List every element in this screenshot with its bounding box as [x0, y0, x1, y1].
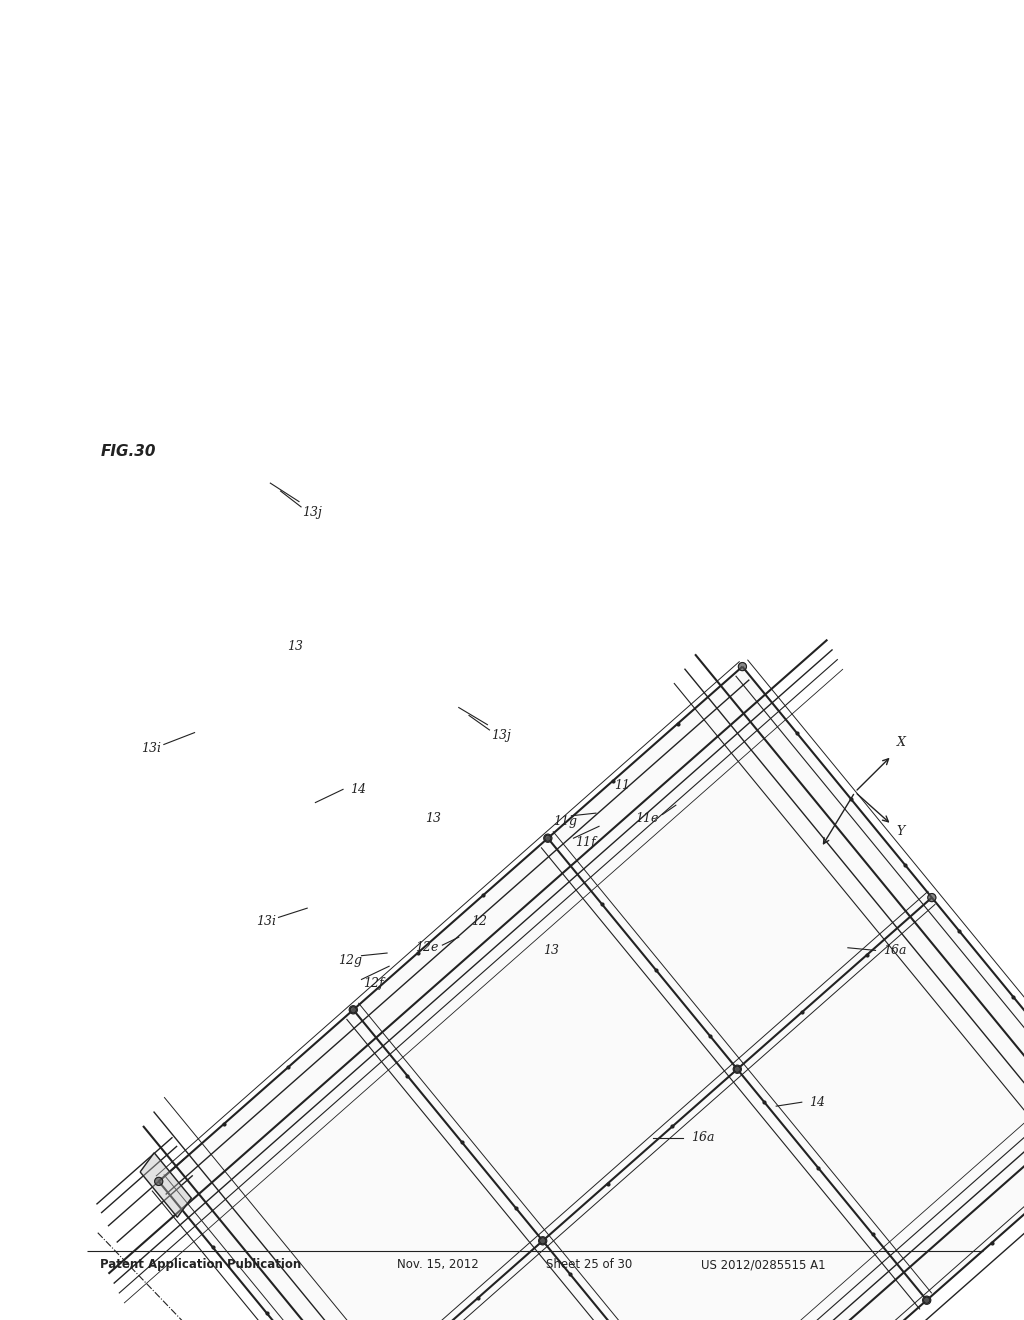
- Polygon shape: [548, 667, 932, 1069]
- Circle shape: [734, 1067, 740, 1072]
- Circle shape: [350, 1007, 356, 1012]
- Text: 13j: 13j: [492, 729, 511, 742]
- Text: 12e: 12e: [415, 941, 438, 954]
- Circle shape: [540, 1238, 546, 1243]
- Text: 16a: 16a: [883, 944, 906, 957]
- Text: 11: 11: [614, 779, 631, 792]
- Text: Nov. 15, 2012: Nov. 15, 2012: [397, 1258, 479, 1271]
- Circle shape: [544, 834, 552, 842]
- Text: 13: 13: [287, 640, 303, 653]
- Text: 11g: 11g: [553, 814, 577, 828]
- Polygon shape: [140, 1152, 191, 1217]
- Text: 13: 13: [543, 944, 559, 957]
- Text: Patent Application Publication: Patent Application Publication: [100, 1258, 302, 1271]
- Text: 14: 14: [809, 1096, 825, 1109]
- Text: 13i: 13i: [256, 915, 276, 928]
- Text: 13i: 13i: [141, 742, 162, 755]
- Circle shape: [733, 1065, 741, 1073]
- Circle shape: [539, 1237, 547, 1245]
- Polygon shape: [737, 898, 1024, 1300]
- Text: 16a: 16a: [691, 1131, 715, 1144]
- Polygon shape: [353, 838, 737, 1241]
- Text: Sheet 25 of 30: Sheet 25 of 30: [546, 1258, 632, 1271]
- Circle shape: [923, 1296, 931, 1304]
- Text: 12g: 12g: [338, 954, 361, 968]
- Polygon shape: [543, 1069, 927, 1320]
- Text: US 2012/0285515 A1: US 2012/0285515 A1: [701, 1258, 826, 1271]
- Text: 14: 14: [350, 783, 367, 796]
- Circle shape: [738, 663, 746, 671]
- Text: Y: Y: [897, 825, 905, 838]
- Circle shape: [349, 1006, 357, 1014]
- Text: FIG.30: FIG.30: [100, 444, 156, 459]
- Text: 13j: 13j: [302, 506, 322, 519]
- Circle shape: [928, 894, 936, 902]
- Text: 11f: 11f: [575, 836, 596, 849]
- Polygon shape: [348, 1241, 732, 1320]
- Text: 12f: 12f: [364, 977, 384, 990]
- Circle shape: [155, 1177, 163, 1185]
- Circle shape: [924, 1298, 930, 1303]
- Circle shape: [545, 836, 551, 841]
- Polygon shape: [159, 1010, 543, 1320]
- Text: X: X: [897, 737, 905, 748]
- Text: 11e: 11e: [635, 812, 658, 825]
- Text: 13: 13: [425, 812, 441, 825]
- Text: 12: 12: [471, 915, 487, 928]
